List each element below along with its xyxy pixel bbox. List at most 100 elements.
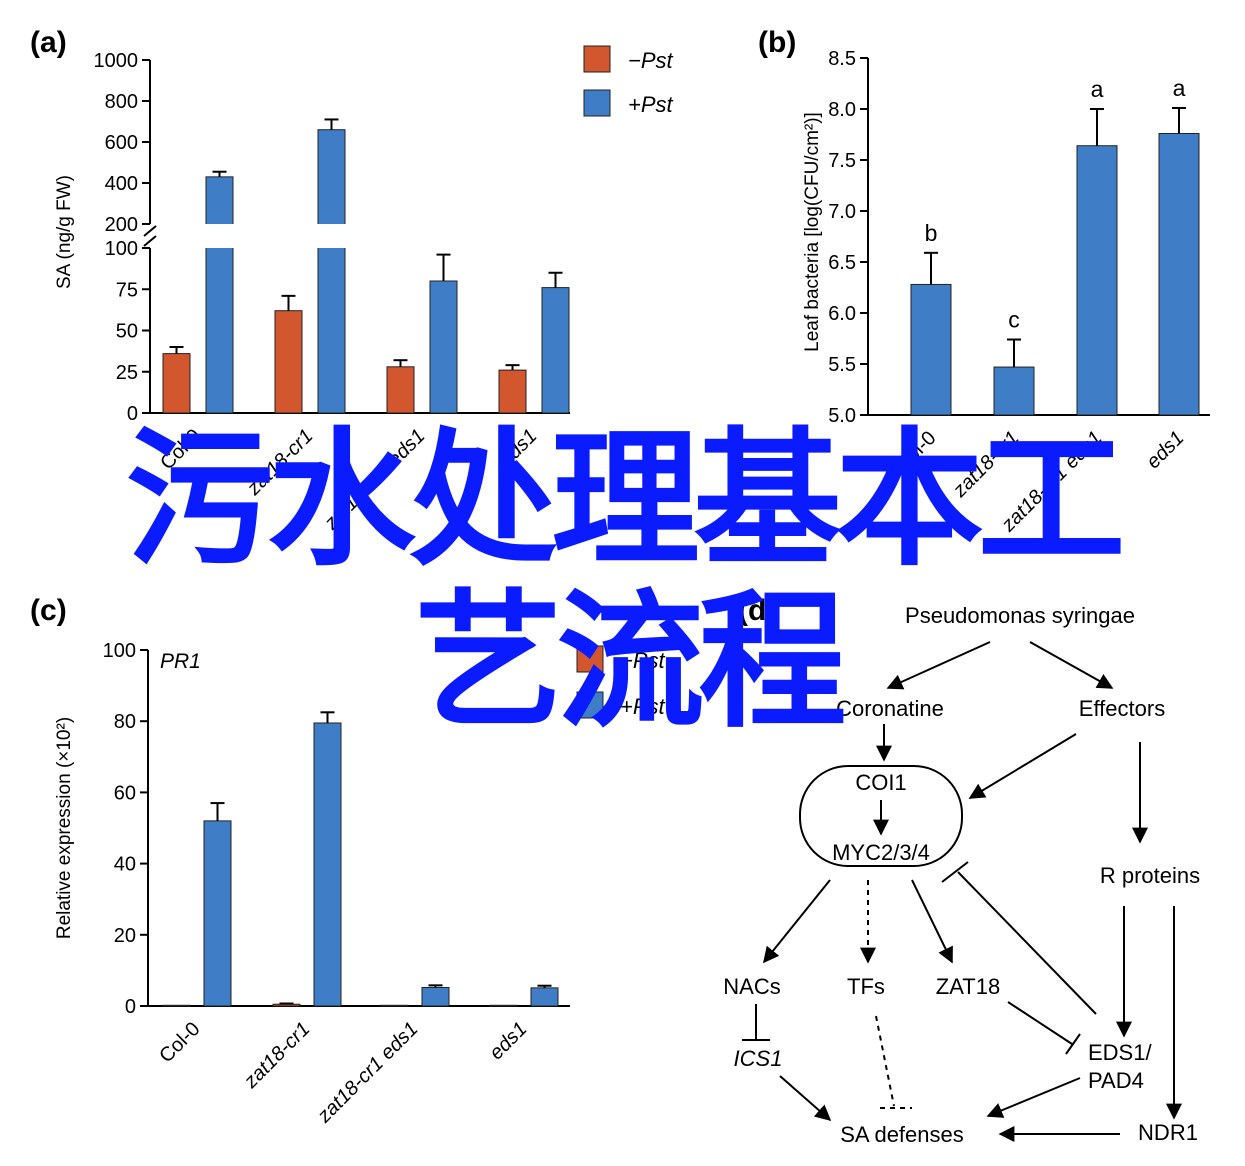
edge-myc-zat18 bbox=[911, 879, 953, 964]
panel-b-bar bbox=[993, 366, 1035, 416]
panel-a-bar bbox=[386, 366, 415, 414]
panel-a-y-tick-label: 50 bbox=[116, 321, 138, 343]
node-tfs: TFs bbox=[847, 974, 885, 999]
panel-a-axis-break-mark bbox=[143, 225, 157, 237]
panel-a-x-tick-label: zat18-cr1 bbox=[242, 425, 317, 500]
panel-b-y-tick-label: 6.0 bbox=[828, 303, 856, 325]
panel-a-bar bbox=[162, 353, 191, 414]
panel-b-y-tick-label: 7.5 bbox=[828, 150, 856, 172]
pathway-diagram: Pseudomonas syringae Coronatine Effector… bbox=[723, 603, 1200, 1147]
coi1-myc-complex-box bbox=[799, 765, 963, 867]
panel-c-bar bbox=[489, 1004, 518, 1007]
panel-b-bar bbox=[1158, 132, 1200, 416]
panel-a-y-tick-label: 75 bbox=[116, 279, 138, 301]
panel-c-bar bbox=[530, 987, 559, 1007]
panel-c-y-tick-label: 0 bbox=[125, 996, 136, 1018]
legend-label-plus: +Pst bbox=[628, 92, 674, 117]
panel-c-gene-label: PR1 bbox=[160, 650, 201, 673]
panel-b-significance-letter: a bbox=[1173, 75, 1186, 101]
panel-a-bar bbox=[274, 310, 303, 414]
panel-a-y-tick-label: 600 bbox=[105, 132, 138, 154]
panel-a-bar bbox=[317, 129, 346, 414]
edge-effectors-coi1 bbox=[968, 733, 1077, 799]
edge-zat18-inhibits-eds1-bar bbox=[1065, 1033, 1081, 1055]
node-coronatine: Coronatine bbox=[836, 696, 944, 721]
panel-b-significance-letter: c bbox=[1008, 307, 1020, 333]
panel-d-label: (d) bbox=[738, 594, 776, 627]
node-myc: MYC2/3/4 bbox=[832, 840, 930, 865]
panel-c-legend: −Pst +Pst bbox=[576, 645, 666, 719]
node-coi1: COI1 bbox=[855, 770, 906, 795]
panel-a-axis-break-mark bbox=[143, 235, 157, 247]
node-zat18: ZAT18 bbox=[936, 974, 1000, 999]
panel-a-bar bbox=[498, 369, 527, 414]
node-pad4: PAD4 bbox=[1088, 1068, 1144, 1093]
edge-eds1-sa bbox=[986, 1077, 1081, 1118]
panel-a-bar-break-gap bbox=[316, 224, 347, 248]
panel-b-bar bbox=[1076, 145, 1118, 416]
panel-c-y-tick-label: 40 bbox=[114, 854, 136, 876]
legend-swatch-minus bbox=[576, 645, 604, 673]
node-effectors: Effectors bbox=[1079, 696, 1165, 721]
panel-a-y-tick-label: 200 bbox=[105, 214, 138, 236]
edge-zat18-inhibits-eds1 bbox=[1007, 1001, 1073, 1045]
panel-b-y-tick-label: 5.5 bbox=[828, 354, 856, 376]
panel-c-x-tick-label: zat18-cr1 eds1 bbox=[313, 1018, 423, 1128]
node-ndr1: NDR1 bbox=[1138, 1120, 1198, 1145]
panel-a-y-tick-label: 1000 bbox=[94, 50, 139, 72]
legend-label-plus: +Pst bbox=[620, 694, 666, 719]
panel-c-y-tick-label: 60 bbox=[114, 782, 136, 804]
edge-eds1-inhibits-myc-bar bbox=[941, 861, 969, 883]
panel-b-y-tick-label: 5.0 bbox=[828, 405, 856, 427]
panel-b-y-tick-label: 7.0 bbox=[828, 201, 856, 223]
panel-b-y-tick-label: 6.5 bbox=[828, 252, 856, 274]
legend-swatch-plus bbox=[583, 89, 611, 117]
panel-b-label: (b) bbox=[758, 26, 796, 59]
panel-a-x-tick-label: eds1 bbox=[495, 425, 541, 471]
legend-swatch-minus bbox=[583, 45, 611, 73]
panel-c-bar bbox=[421, 986, 450, 1007]
panel-a-bar bbox=[429, 280, 458, 414]
panel-a-y-tick-label: 100 bbox=[105, 238, 138, 260]
panel-b-significance-letter: b bbox=[925, 220, 938, 246]
node-sa-defenses: SA defenses bbox=[840, 1122, 964, 1147]
node-r-proteins: R proteins bbox=[1100, 863, 1200, 888]
panel-a-y-tick-label: 400 bbox=[105, 173, 138, 195]
panel-a-bar bbox=[541, 287, 570, 414]
panel-a-ylabel: SA (ng/g FW) bbox=[54, 175, 75, 289]
panel-c-x-tick-label: Col-0 bbox=[155, 1018, 204, 1067]
panel-a-y-tick-label: 0 bbox=[127, 403, 138, 425]
panel-c-x-tick-label: zat18-cr1 bbox=[239, 1018, 314, 1093]
panel-c-x-tick-label: eds1 bbox=[485, 1018, 531, 1064]
legend-label-minus: −Pst bbox=[628, 48, 674, 73]
panel-a-bar bbox=[205, 176, 234, 414]
panel-c-bar bbox=[313, 722, 342, 1007]
panel-a-x-tick-label: zat18-cr1 eds1 bbox=[320, 425, 430, 535]
panel-c-bar bbox=[162, 1004, 191, 1007]
panel-a-bar-break-gap bbox=[204, 224, 235, 248]
panel-a-y-tick-label: 25 bbox=[116, 362, 138, 384]
panel-b-x-tick-label: Col-0 bbox=[891, 427, 940, 476]
edge-pseudomonas-effectors bbox=[1029, 641, 1114, 689]
node-ics1: ICS1 bbox=[734, 1046, 783, 1071]
node-pseudomonas: Pseudomonas syringae bbox=[905, 603, 1135, 628]
panel-c-bar bbox=[380, 1004, 409, 1007]
panel-c-y-tick-label: 100 bbox=[103, 640, 136, 662]
panel-a-x-tick-label: Col-0 bbox=[156, 425, 205, 474]
panel-b-y-tick-label: 8.5 bbox=[828, 48, 856, 70]
edge-myc-nacs bbox=[762, 879, 831, 964]
panel-b-ylabel: Leaf bacteria [log(CFU/cm²)] bbox=[802, 112, 823, 352]
panel-b-y-tick-label: 8.0 bbox=[828, 99, 856, 121]
panel-a-label: (a) bbox=[30, 26, 67, 59]
panel-c-y-tick-label: 80 bbox=[114, 711, 136, 733]
legend-swatch-plus bbox=[576, 691, 604, 719]
panel-a-y-tick-label: 800 bbox=[105, 91, 138, 113]
edge-ics1-sa bbox=[779, 1075, 832, 1122]
edge-tfs-inhibits-sa bbox=[875, 1015, 895, 1107]
panel-a-legend: −Pst +Pst bbox=[583, 45, 674, 117]
edge-eds1-inhibits-myc bbox=[957, 871, 1097, 1015]
panel-b-significance-letter: a bbox=[1091, 76, 1104, 102]
edge-pseudomonas-coronatine bbox=[886, 641, 991, 690]
